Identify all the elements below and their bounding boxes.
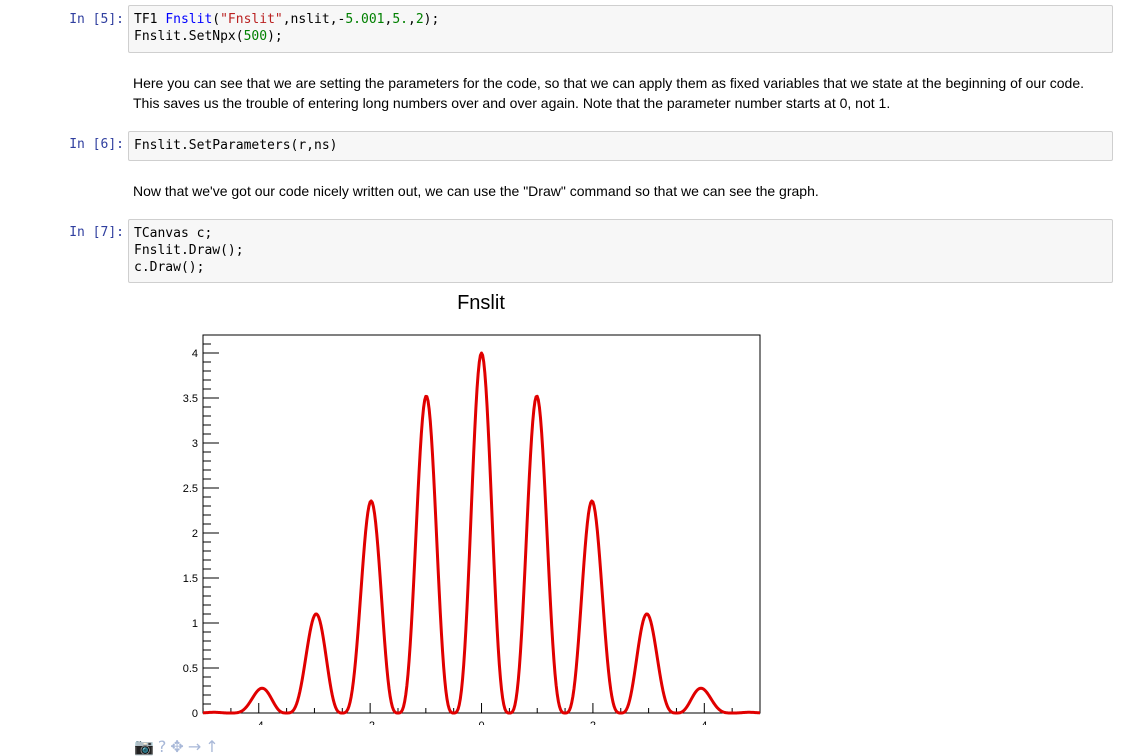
cell-prompt-7: In [7]: [69, 225, 124, 240]
markdown-text: This saves us the trouble of entering lo… [133, 95, 891, 111]
x-tick-label: -2 [365, 720, 375, 725]
code-token: ); [267, 29, 283, 44]
move-icon[interactable]: ✥ [170, 737, 184, 756]
code-token: c.Draw(); [134, 260, 205, 275]
code-token: Fnslit.Draw(); [134, 243, 244, 258]
code-token: 5.001 [345, 12, 385, 27]
x-tick-label: 0 [478, 720, 484, 725]
markdown-cell-1: Here you can see that we are setting the… [133, 73, 1108, 113]
code-token: "Fnslit" [220, 12, 283, 27]
chart-svg: Fnslit 0 0.5 1 1.5 2 2.5 3 3.5 4 -4 -2 0 2 4 [183, 292, 761, 732]
code-cell-7[interactable]: TCanvas c; Fnslit.Draw(); c.Draw(); [128, 219, 1113, 283]
code-line: TF1 Fnslit("Fnslit",nslit,-5.001,5.,2); [134, 11, 1107, 28]
y-tick-label: 0 [192, 708, 198, 720]
code-token: Fnslit [165, 12, 213, 27]
markdown-text: Now that we've got our code nicely writt… [133, 183, 819, 199]
markdown-cell-2: Now that we've got our code nicely writt… [133, 181, 1108, 201]
y-tick-label: 2.5 [183, 483, 198, 495]
x-tick-label: 2 [590, 720, 596, 725]
code-token: Fnslit.SetNpx( [134, 29, 244, 44]
code-cell-5[interactable]: TF1 Fnslit("Fnslit",nslit,-5.001,5.,2); F… [128, 5, 1113, 53]
plot-frame [202, 334, 761, 714]
y-tick-label: 3 [192, 438, 198, 450]
x-tick-label: 4 [701, 720, 707, 725]
y-tick-label: 1.5 [183, 573, 198, 585]
plot-toolbar: 📷? ✥ → ↑ [134, 738, 219, 756]
code-token: ); [423, 12, 440, 27]
code-token: 500 [243, 29, 268, 44]
x-tick-label: -4 [254, 720, 264, 725]
arrow-up-icon[interactable]: ↑ [205, 737, 219, 756]
code-line: Fnslit.SetParameters(r,ns) [134, 137, 1107, 154]
code-cell-6[interactable]: Fnslit.SetParameters(r,ns) [128, 131, 1113, 161]
code-line: Fnslit.Draw(); [134, 242, 1107, 259]
arrow-right-icon[interactable]: → [187, 737, 202, 756]
plot-output: Fnslit 0 0.5 1 1.5 2 2.5 3 3.5 4 -4 -2 0 2 4 [130, 285, 830, 732]
code-token: , [384, 12, 393, 27]
code-token: ( [212, 12, 221, 27]
camera-icon[interactable]: 📷 [134, 737, 154, 756]
code-token: 2 [415, 12, 424, 27]
code-token: TCanvas c; [134, 226, 213, 241]
code-token: Fnslit.SetParameters(r,ns) [134, 138, 338, 153]
cell-prompt-6: In [6]: [69, 137, 124, 152]
cell-prompt-5: In [5]: [69, 12, 124, 27]
y-tick-label: 3.5 [183, 393, 198, 405]
y-tick-label: 4 [192, 348, 198, 360]
code-token: TF1 [134, 12, 166, 27]
code-token: , [407, 12, 416, 27]
y-tick-label: 1 [192, 618, 198, 630]
code-token: 5. [392, 12, 408, 27]
function-curve [202, 351, 761, 715]
code-line: Fnslit.SetNpx(500); [134, 28, 1107, 45]
y-tick-label: 2 [192, 528, 198, 540]
code-line: TCanvas c; [134, 225, 1107, 242]
code-line: c.Draw(); [134, 259, 1107, 276]
chart-title: Fnslit [457, 292, 505, 314]
markdown-text: Here you can see that we are setting the… [133, 75, 1085, 91]
help-icon[interactable]: ? [157, 737, 167, 756]
code-token: ,nslit,- [282, 12, 346, 27]
y-tick-label: 0.5 [183, 663, 198, 675]
